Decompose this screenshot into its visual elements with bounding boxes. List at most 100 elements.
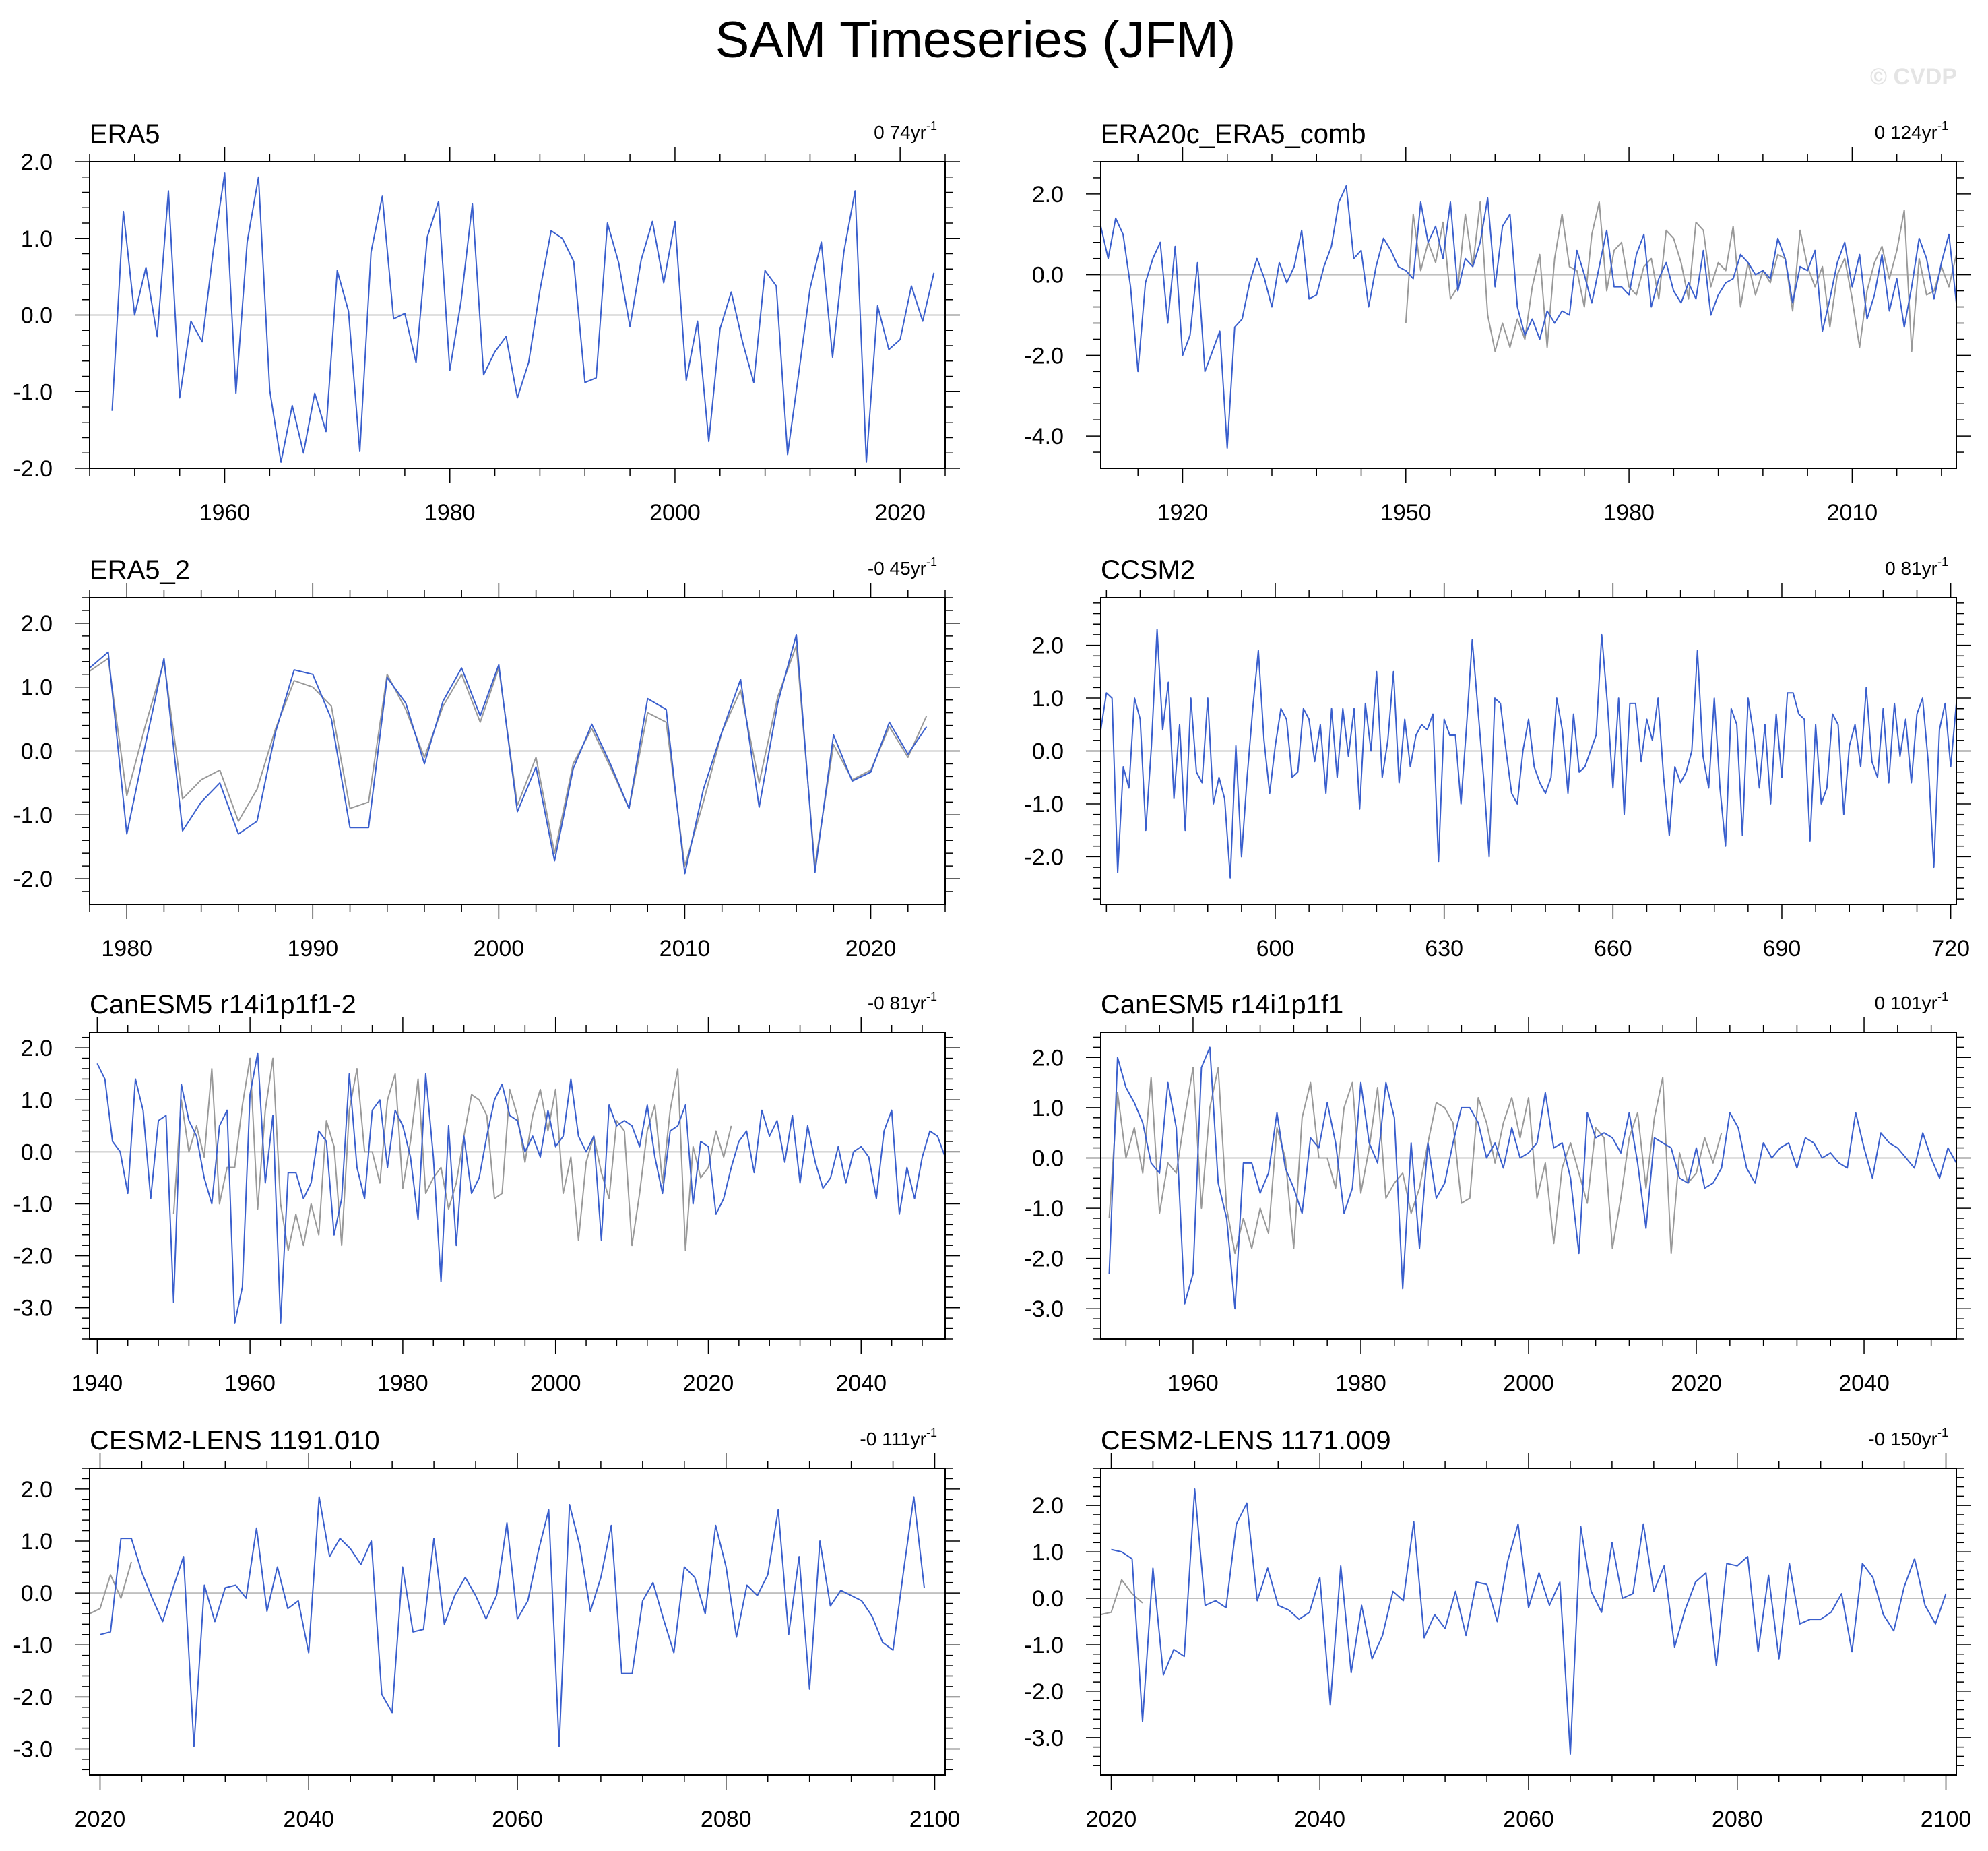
x-tick-label: 2000 xyxy=(474,936,525,962)
trend-exponent: -1 xyxy=(1937,1426,1948,1439)
y-tick-label: -1.0 xyxy=(1024,1633,1064,1658)
trend-exponent: -1 xyxy=(926,990,937,1003)
plot-frame xyxy=(1100,1468,1957,1776)
panel-5: CanESM5 r14i1p1f1-2 -0 81yr-1 -3.0 -2.0 -1.0… xyxy=(13,990,960,1396)
panel-title: CanESM5 r14i1p1f1-2 xyxy=(90,990,356,1019)
trend-label: 0 74yr-1 xyxy=(874,119,937,143)
trend-exponent: -1 xyxy=(1937,119,1948,133)
y-tick-label: -1.0 xyxy=(13,379,53,405)
trend-value: -0 81yr xyxy=(868,993,926,1013)
panel-title: ERA5 xyxy=(90,119,160,149)
x-tick-label: 1980 xyxy=(1335,1371,1386,1396)
x-tick-label: 2000 xyxy=(530,1371,581,1396)
trend-value: -0 45yr xyxy=(868,558,926,579)
primary-series-line xyxy=(96,1052,945,1324)
x-tick-label: 2020 xyxy=(75,1807,126,1832)
trend-exponent: -1 xyxy=(1937,555,1948,569)
reference-series-line xyxy=(1101,1579,1143,1616)
x-tick-label: 2080 xyxy=(1712,1807,1763,1832)
panel-1: ERA5 0 74yr-1 -2.0 -1.0 0.0 1.0 2.0 1960 1980 200… xyxy=(13,119,960,526)
y-tick-label: 0.0 xyxy=(21,1139,53,1165)
x-tick-label: 1960 xyxy=(1167,1371,1219,1396)
y-tick-label: -3.0 xyxy=(1024,1296,1064,1322)
y-tick-label: -4.0 xyxy=(1024,424,1064,449)
x-tick-label: 2020 xyxy=(683,1371,734,1396)
trend-exponent: -1 xyxy=(926,555,937,569)
x-tick-label: 720 xyxy=(1931,936,1970,962)
panel-7: CESM2-LENS 1191.010 -0 111yr-1 -3.0 -2.0 -1.… xyxy=(13,1426,960,1832)
y-tick-label: -2.0 xyxy=(13,867,53,892)
x-tick-label: 2010 xyxy=(660,936,711,962)
y-tick-label: 0.0 xyxy=(1032,1146,1064,1171)
y-tick-label: 0.0 xyxy=(1032,263,1064,288)
trend-value: -0 111yr xyxy=(860,1429,926,1449)
primary-series-line xyxy=(111,172,935,463)
x-tick-label: 2020 xyxy=(1671,1371,1722,1396)
y-tick-label: 2.0 xyxy=(21,1477,53,1503)
x-tick-label: 660 xyxy=(1594,936,1632,962)
panel-title: ERA20c_ERA5_comb xyxy=(1101,119,1366,149)
x-tick-label: 1920 xyxy=(1157,500,1209,526)
y-tick-label: -2.0 xyxy=(13,1685,53,1710)
x-tick-label: 1980 xyxy=(424,500,476,526)
trend-value: 0 81yr xyxy=(1885,558,1937,579)
trend-label: 0 101yr-1 xyxy=(1875,990,1948,1013)
y-tick-label: 1.0 xyxy=(21,1088,53,1113)
x-tick-label: 2040 xyxy=(283,1807,334,1832)
primary-series-line xyxy=(1101,185,1956,449)
x-tick-label: 2100 xyxy=(1921,1807,1972,1832)
y-tick-label: 0.0 xyxy=(21,739,53,765)
x-tick-label: 2040 xyxy=(1294,1807,1345,1832)
y-tick-label: 0.0 xyxy=(21,1581,53,1606)
reference-series-line xyxy=(90,645,928,867)
reference-series-line xyxy=(1108,1067,1723,1255)
y-tick-label: -1.0 xyxy=(1024,1196,1064,1222)
y-tick-label: -2.0 xyxy=(1024,1247,1064,1272)
y-tick-label: 1.0 xyxy=(21,226,53,252)
primary-series-line xyxy=(90,634,928,875)
reference-series-line xyxy=(1405,201,1956,352)
x-tick-label: 630 xyxy=(1425,936,1463,962)
x-tick-label: 1980 xyxy=(377,1371,428,1396)
panel-title: ERA5_2 xyxy=(90,555,190,585)
x-tick-label: 2060 xyxy=(1503,1807,1554,1832)
x-tick-label: 2040 xyxy=(1838,1371,1890,1396)
x-tick-label: 1980 xyxy=(1603,500,1655,526)
panel-title: CCSM2 xyxy=(1101,555,1195,585)
trend-label: -0 111yr-1 xyxy=(860,1426,937,1449)
plot-frame xyxy=(89,161,946,469)
panel-4: CCSM2 0 81yr-1 -2.0 -1.0 0.0 1.0 2.0 600 630 660 6… xyxy=(1024,555,1971,962)
trend-exponent: -1 xyxy=(926,1426,937,1439)
reference-series-line xyxy=(172,1057,732,1251)
y-tick-label: -3.0 xyxy=(1024,1726,1064,1751)
y-tick-label: -2.0 xyxy=(1024,844,1064,870)
y-tick-label: 2.0 xyxy=(1032,182,1064,208)
y-tick-label: -3.0 xyxy=(13,1296,53,1321)
x-tick-label: 1990 xyxy=(287,936,338,962)
plot-frame xyxy=(89,1468,946,1776)
panel-title: CESM2-LENS 1171.009 xyxy=(1101,1426,1391,1455)
y-tick-label: 2.0 xyxy=(21,150,53,175)
trend-exponent: -1 xyxy=(1937,990,1948,1003)
trend-exponent: -1 xyxy=(926,119,937,133)
trend-value: 0 101yr xyxy=(1875,993,1937,1013)
trend-value: -0 150yr xyxy=(1868,1429,1937,1449)
panel-title: CanESM5 r14i1p1f1 xyxy=(1101,990,1343,1019)
trend-label: 0 81yr-1 xyxy=(1885,555,1948,579)
y-tick-label: -1.0 xyxy=(13,1633,53,1658)
trend-label: -0 45yr-1 xyxy=(868,555,937,579)
y-tick-label: 2.0 xyxy=(21,1036,53,1061)
y-tick-label: -1.0 xyxy=(13,803,53,828)
x-tick-label: 1980 xyxy=(101,936,152,962)
plot-frame xyxy=(1100,161,1957,469)
y-tick-label: 2.0 xyxy=(21,611,53,637)
y-tick-label: 2.0 xyxy=(1032,1493,1064,1519)
plot-frame xyxy=(89,1032,946,1340)
panel-8: CESM2-LENS 1171.009 -0 150yr-1 -3.0 -2.0 -1.… xyxy=(1024,1426,1971,1832)
y-tick-label: 1.0 xyxy=(1032,686,1064,712)
x-tick-label: 2060 xyxy=(492,1807,543,1832)
plot-frame xyxy=(89,597,946,905)
panel-grid: ERA5 0 74yr-1 -2.0 -1.0 0.0 1.0 2.0 1960 1980 200… xyxy=(13,119,1971,1832)
primary-series-line xyxy=(1108,1046,1956,1310)
x-tick-label: 600 xyxy=(1256,936,1295,962)
